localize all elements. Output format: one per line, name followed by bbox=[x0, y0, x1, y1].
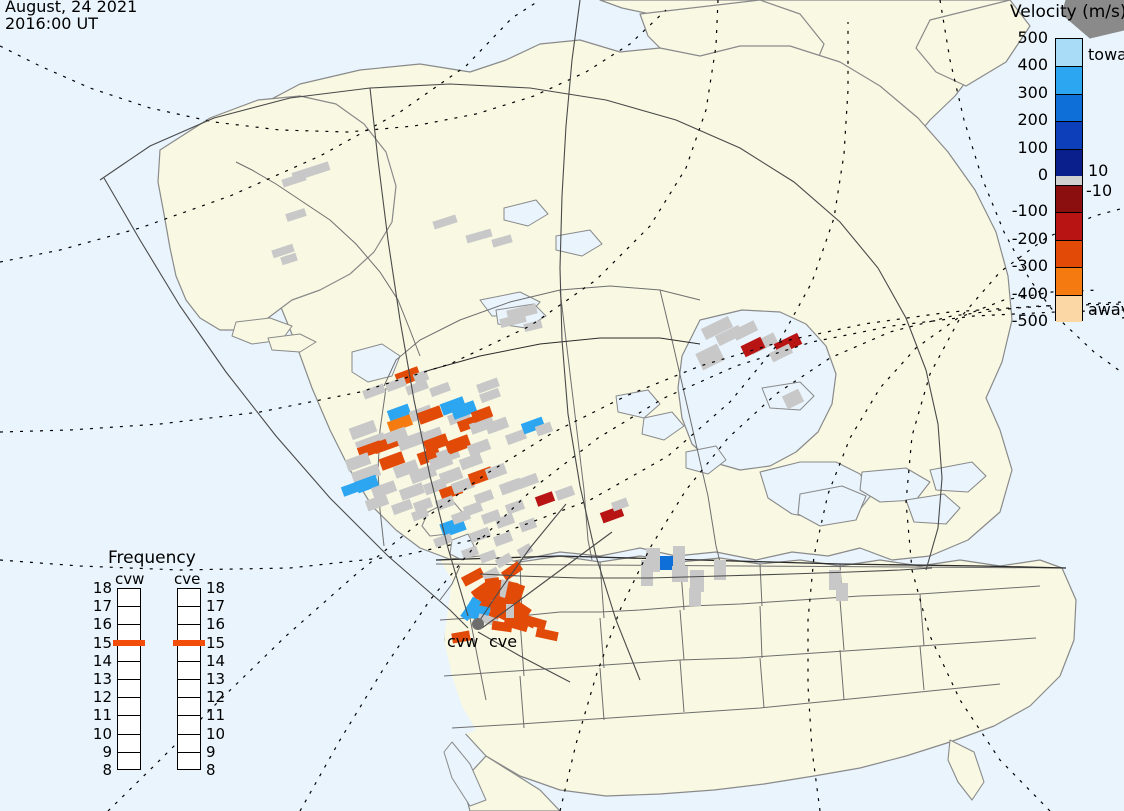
site-label-cve: cve bbox=[489, 632, 517, 651]
frequency-gridline bbox=[117, 752, 141, 753]
frequency-tick-label: 11 bbox=[88, 706, 112, 724]
colorbar-segment bbox=[1056, 94, 1082, 121]
frequency-gridline bbox=[117, 661, 141, 662]
colorbar-tick-label: -200 bbox=[998, 229, 1048, 248]
frequency-gridline bbox=[177, 624, 201, 625]
frequency-tick-label: 16 bbox=[88, 615, 112, 633]
frequency-tick-label: 10 bbox=[88, 725, 112, 743]
colorbar-divider bbox=[1056, 94, 1082, 95]
frequency-column-header-cvw: cvw bbox=[115, 570, 144, 588]
colorbar-tick-label: 400 bbox=[998, 55, 1048, 74]
frequency-tick-label: 14 bbox=[88, 652, 112, 670]
frequency-gridline bbox=[177, 606, 201, 607]
site-label-cvw: cvw bbox=[447, 632, 478, 651]
frequency-tick-label: 18 bbox=[88, 579, 112, 597]
time-label: 2016:00 UT bbox=[5, 14, 98, 33]
colorbar-divider bbox=[1056, 212, 1082, 213]
frequency-column-header-cve: cve bbox=[174, 570, 200, 588]
velocity-colorbar[interactable] bbox=[1055, 38, 1083, 321]
frequency-marker bbox=[113, 640, 145, 646]
colorbar-divider bbox=[1056, 267, 1082, 268]
frequency-tick-label: 15 bbox=[88, 634, 112, 652]
colorbar-tick-label: 0 bbox=[998, 165, 1048, 184]
frequency-gridline bbox=[177, 734, 201, 735]
frequency-tick-label: 12 bbox=[88, 688, 112, 706]
colorbar-tick-label: 300 bbox=[998, 83, 1048, 102]
colorbar-tick-label: -500 bbox=[998, 311, 1048, 330]
colorbar-tick-label: -300 bbox=[998, 256, 1048, 275]
colorbar-tick-label: 100 bbox=[998, 138, 1048, 157]
colorbar-divider bbox=[1056, 66, 1082, 67]
frequency-gridline bbox=[177, 697, 201, 698]
colorbar-segment bbox=[1056, 240, 1082, 267]
colorbar-zero-band bbox=[1056, 176, 1082, 185]
colorbar-toward-label: toward bbox=[1088, 45, 1124, 64]
colorbar-segment bbox=[1056, 212, 1082, 239]
frequency-gridline bbox=[177, 679, 201, 680]
frequency-gridline bbox=[117, 679, 141, 680]
colorbar-segment bbox=[1056, 185, 1082, 212]
frequency-tick-label: 13 bbox=[88, 670, 112, 688]
frequency-tick-label: 8 bbox=[88, 761, 112, 779]
colorbar-divider bbox=[1056, 295, 1082, 296]
timestamp-label: August, 24 20212016:00 UT bbox=[5, 0, 137, 32]
frequency-tick-label: 17 bbox=[88, 597, 112, 615]
colorbar-segment bbox=[1056, 295, 1082, 322]
frequency-tick-label: 10 bbox=[206, 725, 230, 743]
frequency-legend-title: Frequency bbox=[108, 548, 196, 568]
velocity-map-figure: August, 24 20212016:00 UT Velocity (m/s)… bbox=[0, 0, 1124, 811]
frequency-tick-label: 14 bbox=[206, 652, 230, 670]
colorbar-divider bbox=[1056, 121, 1082, 122]
colorbar-zero-lower-label: -10 bbox=[1086, 181, 1112, 200]
frequency-tick-label: 13 bbox=[206, 670, 230, 688]
frequency-gridline bbox=[117, 734, 141, 735]
frequency-gridline bbox=[117, 715, 141, 716]
colorbar-segment bbox=[1056, 149, 1082, 176]
colorbar-segment bbox=[1056, 121, 1082, 148]
colorbar-segment bbox=[1056, 39, 1082, 66]
frequency-tick-label: 9 bbox=[88, 743, 112, 761]
frequency-tick-label: 17 bbox=[206, 597, 230, 615]
colorbar-segment bbox=[1056, 66, 1082, 93]
frequency-gridline bbox=[117, 624, 141, 625]
colorbar-tick-label: 500 bbox=[998, 28, 1048, 47]
frequency-tick-label: 8 bbox=[206, 761, 230, 779]
frequency-marker bbox=[173, 640, 205, 646]
colorbar-zero-upper-label: 10 bbox=[1088, 161, 1108, 180]
colorbar-tick-label: -400 bbox=[998, 284, 1048, 303]
frequency-tick-label: 15 bbox=[206, 634, 230, 652]
grid-and-fov-layer bbox=[0, 0, 1124, 811]
colorbar-tick-label: 200 bbox=[998, 110, 1048, 129]
colorbar-divider bbox=[1056, 185, 1082, 186]
frequency-gridline bbox=[177, 715, 201, 716]
colorbar-tick-label: -100 bbox=[998, 201, 1048, 220]
frequency-tick-label: 11 bbox=[206, 706, 230, 724]
colorbar-divider bbox=[1056, 149, 1082, 150]
frequency-tick-label: 9 bbox=[206, 743, 230, 761]
frequency-gridline bbox=[117, 606, 141, 607]
colorbar-segment bbox=[1056, 267, 1082, 294]
frequency-tick-label: 16 bbox=[206, 615, 230, 633]
colorbar-away-label: away bbox=[1088, 300, 1124, 319]
frequency-gridline bbox=[177, 661, 201, 662]
colorbar-title: Velocity (m/s) bbox=[1010, 2, 1124, 22]
frequency-gridline bbox=[117, 697, 141, 698]
frequency-tick-label: 18 bbox=[206, 579, 230, 597]
frequency-tick-label: 12 bbox=[206, 688, 230, 706]
colorbar-divider bbox=[1056, 240, 1082, 241]
frequency-gridline bbox=[177, 752, 201, 753]
